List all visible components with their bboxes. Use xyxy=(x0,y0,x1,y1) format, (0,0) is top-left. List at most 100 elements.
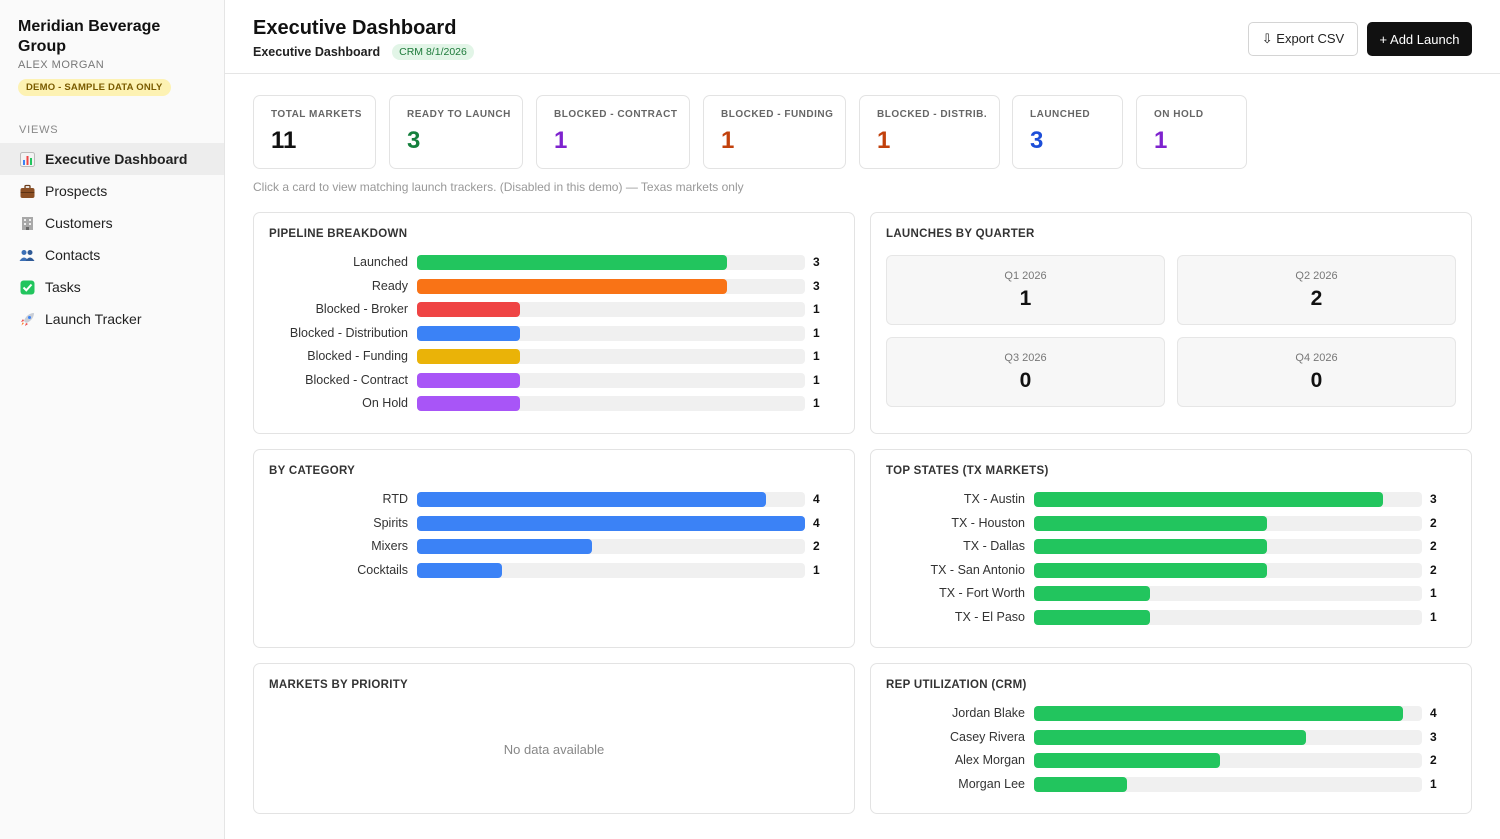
kpi-card-launched[interactable]: LAUNCHED 3 xyxy=(1012,95,1123,169)
kpi-value: 1 xyxy=(721,127,735,154)
bar-count: 1 xyxy=(813,349,820,363)
bar-count: 4 xyxy=(1430,706,1437,720)
bar-fill xyxy=(417,492,767,507)
kpi-card-blocked-funding[interactable]: BLOCKED - FUNDING 1 xyxy=(703,95,846,169)
panel-title: REP UTILIZATION (CRM) xyxy=(886,679,1027,691)
bar-track xyxy=(1034,753,1422,768)
bar-label: On Hold xyxy=(362,396,408,410)
bar-label: Spirits xyxy=(373,515,408,530)
demo-badge: DEMO - SAMPLE DATA ONLY xyxy=(18,79,171,96)
bar-count: 1 xyxy=(813,372,820,387)
views-label: VIEWS xyxy=(19,124,59,136)
pipeline-breakdown-panel: PIPELINE BREAKDOWN Launched 3 Ready 3 Blocke… xyxy=(253,212,855,434)
kpi-card-ready-to-launch[interactable]: READY TO LAUNCH 3 xyxy=(389,95,523,169)
sidebar-item-launch-tracker[interactable]: Launch Tracker xyxy=(0,303,224,335)
bar-label: TX - San Antonio xyxy=(930,562,1025,577)
bar-chart-icon xyxy=(19,151,35,167)
quarter-label: Q3 2026 xyxy=(1004,352,1047,364)
bar-fill xyxy=(1034,729,1306,745)
kpi-label: BLOCKED - FUNDING xyxy=(721,109,834,120)
bar-fill xyxy=(417,515,805,531)
bar-fill xyxy=(417,349,521,364)
kpi-card-blocked-contract[interactable]: BLOCKED - CONTRACT 1 xyxy=(536,95,690,169)
quarter-value: 2 xyxy=(1310,287,1323,310)
kpi-value: 1 xyxy=(877,127,891,154)
quarter-value: 1 xyxy=(1019,287,1032,310)
bar-track xyxy=(417,515,805,531)
bar-count: 1 xyxy=(1430,609,1437,624)
bar-row: Jordan Blake 4 xyxy=(871,705,1471,721)
sidebar-item-label: Prospects xyxy=(45,183,108,199)
bar-count: 2 xyxy=(1430,539,1437,553)
bar-label: Mixers xyxy=(371,539,408,553)
add-launch-button[interactable]: + Add Launch xyxy=(1367,22,1472,56)
bar-track xyxy=(1034,776,1422,792)
sidebar-nav: Executive Dashboard Prospects Customers … xyxy=(0,143,224,335)
sidebar-item-executive-dashboard[interactable]: Executive Dashboard xyxy=(0,143,224,175)
bar-row: Cocktails 1 xyxy=(254,562,854,578)
quarter-card: Q3 2026 0 xyxy=(886,337,1165,407)
launches-by-quarter-panel: LAUNCHES BY QUARTER Q1 2026 1 Q2 2026 2 … xyxy=(870,212,1472,434)
bar-label: Blocked - Funding xyxy=(307,349,408,363)
kpi-card-blocked-distrib[interactable]: BLOCKED - DISTRIB. 1 xyxy=(859,95,1000,169)
bar-row: Casey Rivera 3 xyxy=(871,729,1471,745)
bar-track xyxy=(417,396,805,411)
sidebar-item-contacts[interactable]: Contacts xyxy=(0,239,224,271)
sidebar-item-tasks[interactable]: Tasks xyxy=(0,271,224,303)
brand-block: Meridian Beverage Group ALEX MORGAN DEMO… xyxy=(0,0,224,96)
bar-label: TX - Austin xyxy=(963,492,1025,506)
sidebar-item-customers[interactable]: Customers xyxy=(0,207,224,239)
bar-row: RTD 4 xyxy=(254,491,854,507)
kpi-label: BLOCKED - DISTRIB. xyxy=(877,109,988,120)
user-name: ALEX MORGAN xyxy=(18,59,105,71)
page-subtitle-row: Executive Dashboard CRM 8/1/2026 xyxy=(253,44,474,60)
bar-track xyxy=(417,539,805,554)
bar-track xyxy=(1034,492,1422,507)
kpi-card-on-hold[interactable]: ON HOLD 1 xyxy=(1136,95,1247,169)
bar-count: 2 xyxy=(1430,562,1437,577)
bar-label: TX - Dallas xyxy=(963,539,1025,553)
bar-label: Blocked - Broker xyxy=(315,302,408,316)
bar-track xyxy=(417,562,805,578)
kpi-label: ON HOLD xyxy=(1154,109,1204,120)
bar-fill xyxy=(417,539,592,554)
bar-track xyxy=(1034,609,1422,625)
bar-fill xyxy=(417,396,521,411)
bar-row: Blocked - Contract 1 xyxy=(254,372,854,388)
bar-label: RTD xyxy=(382,492,408,506)
bar-row: TX - Dallas 2 xyxy=(871,538,1471,554)
quarter-value: 0 xyxy=(1310,369,1323,392)
bar-count: 1 xyxy=(813,325,820,340)
rocket-icon xyxy=(19,311,35,327)
quarter-card: Q1 2026 1 xyxy=(886,255,1165,325)
bar-row: Ready 3 xyxy=(254,278,854,294)
bar-track xyxy=(1034,586,1422,601)
kpi-value: 1 xyxy=(554,127,568,154)
bar-label: Launched xyxy=(353,255,408,269)
export-csv-button[interactable]: ⇩ Export CSV xyxy=(1248,22,1358,56)
kpi-card-total-markets[interactable]: TOTAL MARKETS 11 xyxy=(253,95,376,169)
checkmark-icon xyxy=(19,279,35,295)
bar-fill xyxy=(417,562,503,578)
bar-row: Spirits 4 xyxy=(254,515,854,531)
bar-track xyxy=(1034,515,1422,531)
bar-count: 2 xyxy=(1430,753,1437,767)
quarter-card: Q2 2026 2 xyxy=(1177,255,1456,325)
sidebar-item-prospects[interactable]: Prospects xyxy=(0,175,224,207)
bar-row: Blocked - Distribution 1 xyxy=(254,325,854,341)
bar-track xyxy=(1034,729,1422,745)
building-icon xyxy=(19,215,35,231)
kpi-label: BLOCKED - CONTRACT xyxy=(554,109,678,120)
bar-track xyxy=(417,492,805,507)
bar-fill xyxy=(1034,753,1221,768)
sidebar-item-label: Contacts xyxy=(45,247,101,263)
bar-count: 3 xyxy=(813,278,820,293)
sidebar-item-label: Executive Dashboard xyxy=(45,151,188,167)
bar-count: 3 xyxy=(813,255,820,269)
crm-date-badge: CRM 8/1/2026 xyxy=(392,44,474,60)
bar-track xyxy=(417,302,805,317)
kpi-value: 1 xyxy=(1154,127,1168,154)
bar-label: Cocktails xyxy=(357,562,408,577)
panel-title: LAUNCHES BY QUARTER xyxy=(886,228,1035,240)
bar-label: Blocked - Distribution xyxy=(289,325,408,340)
